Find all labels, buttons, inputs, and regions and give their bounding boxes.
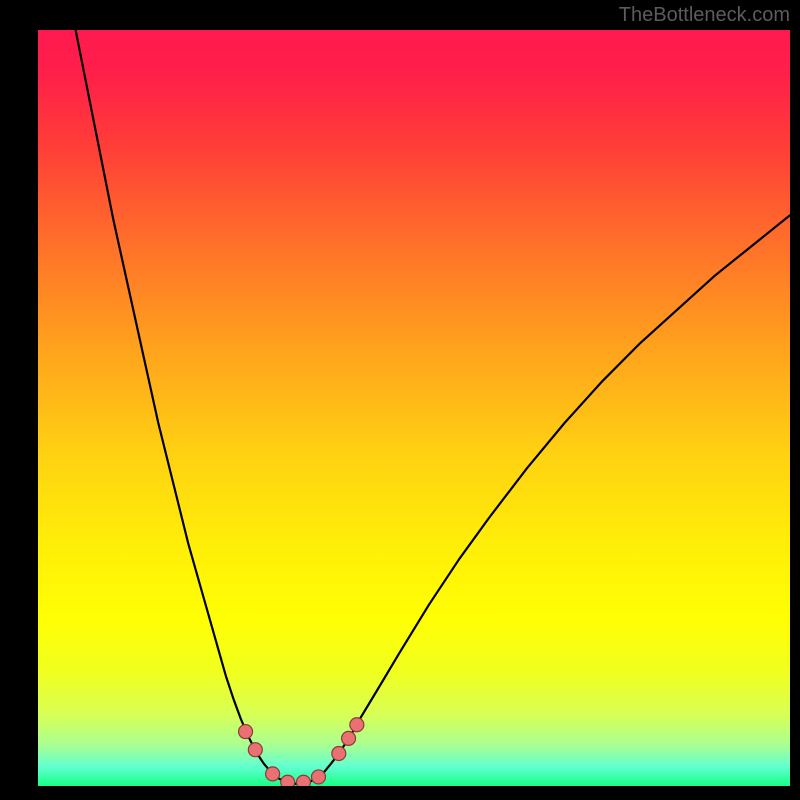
curve-marker (248, 743, 262, 757)
curve-marker (281, 775, 295, 786)
curve-marker (350, 718, 364, 732)
curve-marker (239, 725, 253, 739)
curve-marker (296, 775, 310, 786)
plot-background (38, 30, 790, 786)
figure-container: TheBottleneck.com (0, 0, 800, 800)
curve-marker (312, 770, 326, 784)
plot-area (38, 30, 790, 786)
curve-marker (332, 746, 346, 760)
watermark-text: TheBottleneck.com (619, 4, 790, 27)
plot-svg (38, 30, 790, 786)
curve-marker (342, 731, 356, 745)
curve-marker (266, 767, 280, 781)
